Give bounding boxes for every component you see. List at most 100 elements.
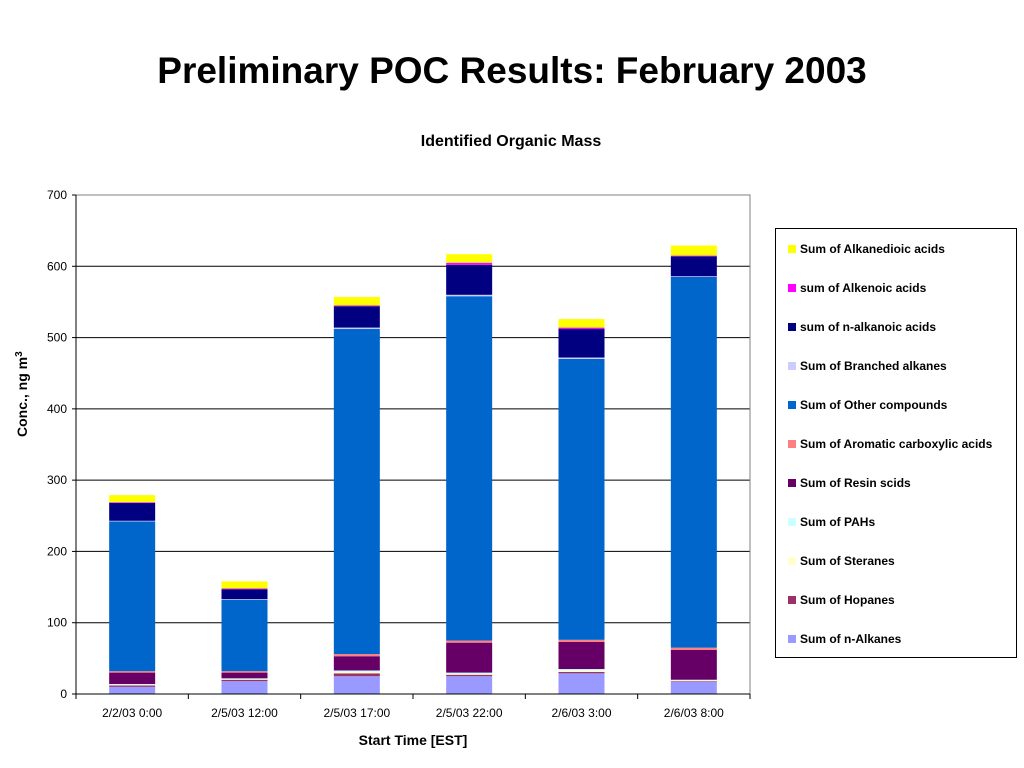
plot-area-border	[75, 194, 751, 695]
legend-item: Sum of Aromatic carboxylic acids	[788, 437, 992, 451]
legend-item: Sum of PAHs	[788, 515, 875, 529]
x-tick-label: 2/5/03 17:00	[323, 706, 390, 720]
legend-label: Sum of Steranes	[800, 554, 895, 568]
y-axis-title-superscript: 3	[14, 351, 25, 357]
legend-label: sum of n-alkanoic acids	[800, 320, 937, 334]
bar-segment	[558, 671, 605, 674]
y-tick-label: 200	[47, 544, 67, 558]
bar-segment	[221, 672, 268, 679]
bar-segment	[558, 641, 605, 670]
y-tick-label: 700	[47, 188, 67, 202]
bar-segment	[446, 294, 493, 297]
legend-swatch	[788, 479, 796, 487]
legend-item: sum of n-alkanoic acids	[788, 320, 936, 334]
page-title: Preliminary POC Results: February 2003	[157, 50, 867, 91]
x-axis-title: Start Time [EST]	[359, 732, 468, 748]
bar-segment	[109, 671, 156, 673]
bar-segment	[670, 276, 717, 648]
legend-label: Sum of n-Alkanes	[800, 632, 902, 646]
x-tick-label: 2/6/03 3:00	[551, 706, 611, 720]
bar-segment	[221, 588, 268, 590]
bar-segment	[558, 669, 605, 671]
bar-segment	[333, 671, 380, 674]
bar-segment	[670, 647, 717, 650]
legend-item: sum of Alkenoic acids	[788, 281, 926, 295]
bar-segment	[446, 262, 493, 265]
bar-segment	[333, 656, 380, 671]
bar-segment	[109, 686, 156, 694]
bar-segment	[221, 679, 268, 682]
bar-segment	[446, 674, 493, 677]
legend-item: Sum of Resin scids	[788, 476, 911, 490]
bar-segment	[670, 245, 717, 256]
bar-segment	[221, 599, 268, 672]
legend-label: Sum of Aromatic carboxylic acids	[800, 437, 993, 451]
bar-segment	[446, 676, 493, 694]
bar-segment	[109, 521, 156, 672]
legend-swatch	[788, 245, 796, 253]
bar-segment	[446, 296, 493, 641]
bar-segment	[446, 640, 493, 643]
bar-segment	[446, 642, 493, 673]
bar-segment	[221, 589, 268, 600]
legend-item: Sum of Branched alkanes	[788, 359, 947, 373]
bar-segment	[558, 673, 605, 694]
bar-segment	[558, 327, 605, 330]
x-tick-label: 2/2/03 0:00	[102, 706, 162, 720]
bar-segment	[109, 495, 156, 503]
bar-segment	[670, 679, 717, 681]
bar-segment	[670, 649, 717, 680]
legend-swatch	[788, 284, 796, 292]
legend-label: Sum of PAHs	[800, 515, 876, 529]
legend-item: Sum of n-Alkanes	[788, 632, 901, 646]
bar-segment	[558, 358, 605, 640]
legend-swatch	[788, 635, 796, 643]
y-tick-label: 300	[47, 473, 67, 487]
bar-segment	[333, 329, 380, 655]
bar-segment	[221, 678, 268, 680]
legend-swatch	[788, 518, 796, 526]
x-tick-labels: 2/2/03 0:00 2/5/03 12:00 2/5/03 17:00 2/5/0…	[75, 694, 751, 720]
bar-segment	[109, 685, 156, 687]
bar-segment	[333, 296, 380, 306]
bar-segment	[333, 676, 380, 694]
x-tick-label: 2/5/03 12:00	[211, 706, 278, 720]
legend-label: Sum of Hopanes	[800, 593, 895, 607]
chart-title: Identified Organic Mass	[421, 133, 602, 150]
bar-segment	[109, 672, 156, 685]
bar-segment	[558, 357, 605, 359]
legend-item: Sum of Other compounds	[788, 398, 947, 412]
bar-segment	[333, 670, 380, 672]
legend-swatch	[788, 557, 796, 565]
bar-segment	[109, 502, 156, 503]
legend-label: Sum of Resin scids	[800, 476, 911, 490]
y-axis-title: Conc., ng m3	[14, 351, 30, 437]
y-tick-label: 500	[47, 331, 67, 345]
bar-segment	[670, 255, 717, 257]
y-tick-label: 0	[60, 687, 67, 701]
x-tick-label: 2/6/03 8:00	[664, 706, 724, 720]
bar-segment	[333, 305, 380, 307]
legend-swatch	[788, 323, 796, 331]
legend-item: Sum of Steranes	[788, 554, 895, 568]
legend-label: Sum of Alkanedioic acids	[800, 242, 945, 256]
legend-swatch	[788, 362, 796, 370]
bar-segment	[558, 670, 605, 672]
legend-item: Sum of Alkanedioic acids	[788, 242, 945, 256]
legend-swatch	[788, 596, 796, 604]
bar-segment	[109, 502, 156, 521]
bar-segment	[446, 254, 493, 263]
bar-segment	[333, 673, 380, 677]
bar-segment	[446, 264, 493, 295]
bar-segment	[221, 681, 268, 694]
bar-segment	[333, 327, 380, 330]
bar-segment	[558, 639, 605, 642]
y-tick-label: 600	[47, 259, 67, 273]
bars	[109, 245, 717, 694]
bar-segment	[109, 684, 156, 685]
legend-swatch	[788, 401, 796, 409]
bar-segment	[109, 684, 156, 686]
y-tick-label: 400	[47, 402, 67, 416]
bar-segment	[333, 654, 380, 657]
